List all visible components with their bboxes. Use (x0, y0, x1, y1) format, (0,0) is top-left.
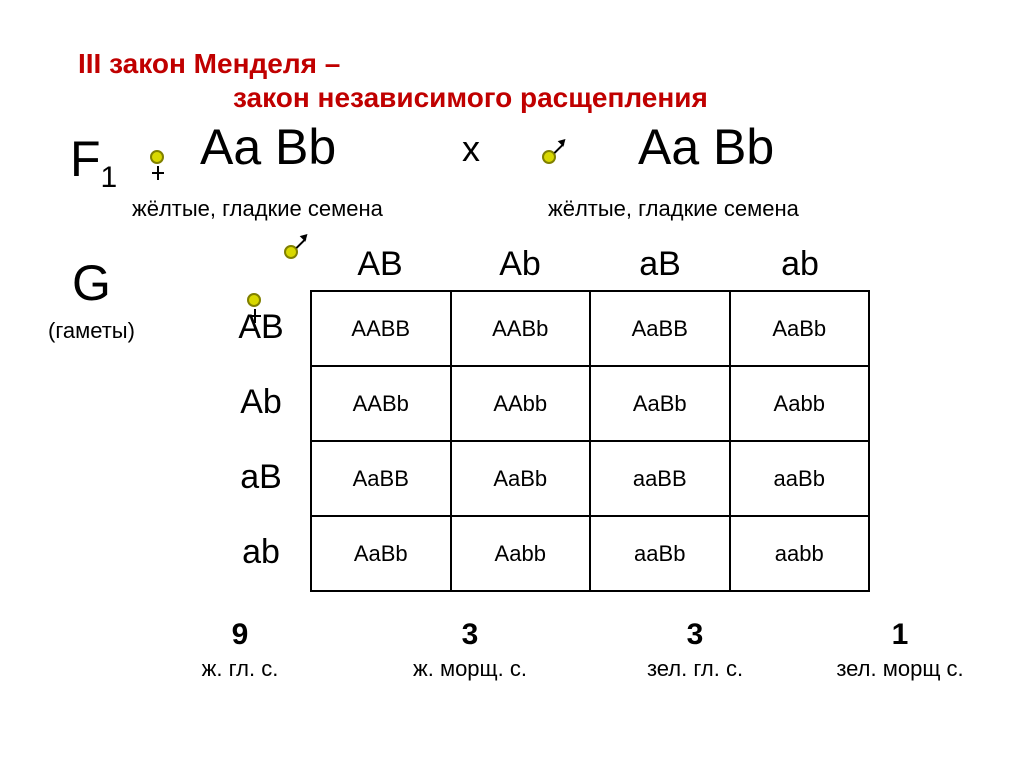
punnett-cell: Aabb (451, 516, 591, 591)
title-line-1: III закон Менделя – (78, 48, 1024, 80)
f1-letter: F (70, 131, 101, 187)
ratio-label: зел. гл. с. (580, 656, 810, 682)
female-icon (148, 150, 168, 190)
punnett-table: AABB AABb AaBB AaBb AABb AAbb AaBb Aabb … (310, 290, 870, 592)
g-sublabel: (гаметы) (48, 318, 135, 344)
ratio-num: 3 (580, 618, 810, 652)
punnett-cell: AaBb (730, 291, 870, 366)
genotype-right: Aa Bb (638, 118, 774, 176)
punnett-cell: AABb (311, 366, 451, 441)
phenotype-left: жёлтые, гладкие семена (132, 196, 383, 222)
row-header: AB (212, 290, 310, 365)
punnett-cell: AaBb (590, 366, 730, 441)
punnett-cell: aaBB (590, 441, 730, 516)
punnett-cell: AaBB (311, 441, 451, 516)
ratio-row: 9 ж. гл. с. 3 ж. морщ. с. 3 зел. гл. с. … (120, 618, 990, 682)
ratio-block: 9 ж. гл. с. (120, 618, 360, 682)
punnett-cell: aaBb (730, 441, 870, 516)
col-header: AB (310, 245, 450, 284)
punnett-cell: AAbb (451, 366, 591, 441)
ratio-block: 1 зел. морщ с. (810, 618, 990, 682)
punnett-cell: Aabb (730, 366, 870, 441)
f1-subscript: 1 (101, 161, 118, 194)
ratio-block: 3 зел. гл. с. (580, 618, 810, 682)
ratio-label: ж. гл. с. (120, 656, 360, 682)
punnett-cell: AaBB (590, 291, 730, 366)
table-row: AaBB AaBb aaBB aaBb (311, 441, 869, 516)
ratio-num: 3 (360, 618, 580, 652)
female-circle (150, 150, 164, 164)
table-row: AABB AABb AaBB AaBb (311, 291, 869, 366)
table-row: AABb AAbb AaBb Aabb (311, 366, 869, 441)
col-headers: AB Ab aB ab (310, 245, 870, 284)
punnett-cell: AABB (311, 291, 451, 366)
row-headers: AB Ab aB ab (212, 290, 310, 590)
male-arrow (553, 142, 569, 158)
title-block: III закон Менделя – закон независимого р… (0, 0, 1024, 114)
male-icon (540, 150, 560, 190)
punnett-cell: aabb (730, 516, 870, 591)
row-header: aB (212, 440, 310, 515)
genotype-left: Aa Bb (200, 118, 336, 176)
col-header: ab (730, 245, 870, 284)
table-row: AaBb Aabb aaBb aabb (311, 516, 869, 591)
col-header: aB (590, 245, 730, 284)
female-cross (152, 172, 164, 174)
ratio-block: 3 ж. морщ. с. (360, 618, 580, 682)
row-header: Ab (212, 365, 310, 440)
ratio-num: 1 (810, 618, 990, 652)
row-header: ab (212, 515, 310, 590)
cross-symbol: х (462, 128, 480, 170)
ratio-label: зел. морщ с. (810, 656, 990, 682)
punnett-cell: AaBb (311, 516, 451, 591)
f1-label: F1 (70, 130, 117, 195)
punnett-cell: AaBb (451, 441, 591, 516)
col-header: Ab (450, 245, 590, 284)
title-line-2: закон независимого расщепления (78, 82, 1024, 114)
ratio-label: ж. морщ. с. (360, 656, 580, 682)
ratio-num: 9 (120, 618, 360, 652)
punnett-cell: aaBb (590, 516, 730, 591)
punnett-square: AB Ab aB ab AB Ab aB ab AABB AABb AaBB A… (212, 245, 870, 592)
punnett-cell: AABb (451, 291, 591, 366)
g-label: G (72, 254, 111, 312)
phenotype-right: жёлтые, гладкие семена (548, 196, 799, 222)
